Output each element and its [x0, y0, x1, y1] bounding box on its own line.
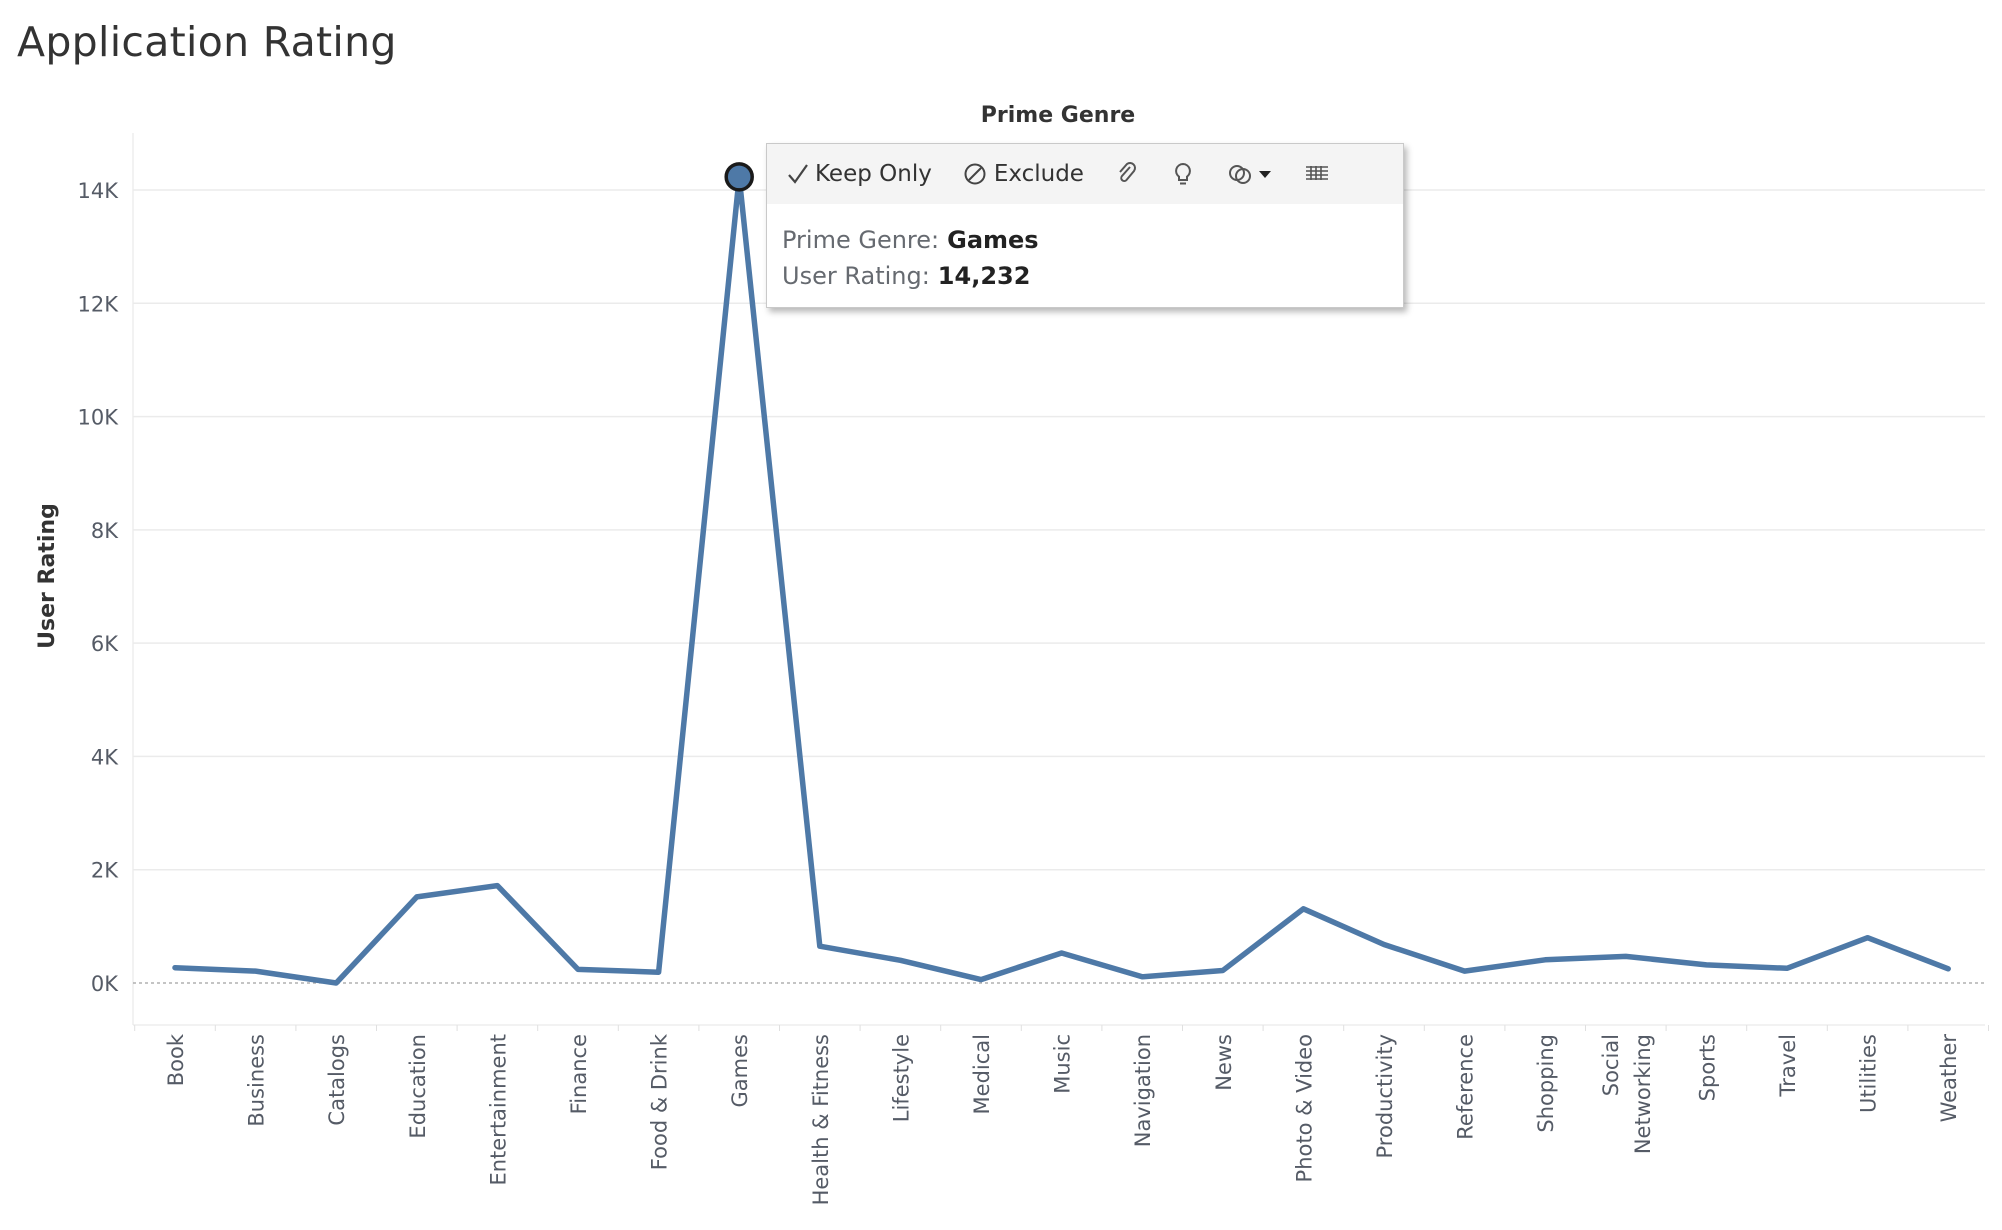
tooltip-rating-label: User Rating:: [782, 262, 930, 290]
x-tick-label: Education: [406, 1034, 430, 1139]
lightbulb-icon: [1170, 161, 1196, 187]
x-tick-label: Health & Fitness: [809, 1034, 833, 1205]
x-tick-label: Food & Drink: [648, 1033, 672, 1170]
x-tick-label: Games: [728, 1034, 752, 1107]
x-tick-label: Catalogs: [325, 1034, 349, 1126]
x-tick-label: Travel: [1776, 1034, 1800, 1097]
y-tick-label: 6K: [91, 632, 119, 656]
x-tick-label: Entertainment: [486, 1034, 510, 1186]
tooltip-row-genre: Prime Genre: Games: [782, 222, 1403, 258]
caret-down-icon: [1256, 165, 1274, 183]
tooltip-body: Prime Genre: Games User Rating: 14,232: [767, 204, 1403, 294]
x-tick-label: Networking: [1631, 1034, 1655, 1154]
x-tick-label: Shopping: [1534, 1034, 1558, 1133]
keep-only-button[interactable]: Keep Only: [785, 161, 932, 187]
x-tick-label: Sports: [1695, 1034, 1719, 1101]
exclude-label: Exclude: [993, 161, 1084, 187]
y-tick-label: 4K: [91, 745, 119, 769]
exclude-button[interactable]: Exclude: [962, 161, 1084, 187]
highlighted-point-games[interactable]: [724, 162, 754, 192]
y-axis: 0K 2K 4K 6K 8K 10K 12K 14K: [78, 179, 120, 996]
group-members-button[interactable]: [1114, 161, 1140, 187]
y-tick-label: 0K: [91, 972, 119, 996]
sets-icon: [1226, 161, 1256, 187]
sets-dropdown-button[interactable]: [1226, 161, 1274, 187]
y-tick-label: 12K: [78, 292, 120, 316]
check-icon: [785, 161, 811, 187]
x-tick-label: Productivity: [1373, 1034, 1397, 1159]
tooltip-toolbar: Keep Only Exclude: [767, 144, 1403, 204]
y-tick-label: 14K: [78, 179, 120, 203]
view-data-icon: [1304, 161, 1330, 187]
x-tick-label: Book: [164, 1033, 188, 1086]
explain-data-button[interactable]: [1170, 161, 1196, 187]
x-tick-label: Finance: [567, 1034, 591, 1114]
series-user-rating: [172, 162, 1951, 986]
x-axis: Book Business Catalogs Education Entertainme…: [134, 1025, 1989, 1205]
y-tick-label: 8K: [91, 519, 119, 543]
x-tick-label: Business: [245, 1034, 269, 1127]
keep-only-label: Keep Only: [815, 161, 932, 187]
y-axis-title: User Rating: [35, 503, 60, 649]
series-line: [172, 174, 1951, 986]
paperclip-icon: [1114, 161, 1140, 187]
y-tick-label: 10K: [78, 406, 120, 430]
x-tick-label: Social: [1599, 1034, 1623, 1096]
x-tick-label: Photo & Video: [1292, 1034, 1316, 1182]
x-tick-label: Utilities: [1857, 1034, 1881, 1113]
x-tick-label: Music: [1051, 1034, 1075, 1094]
view-data-button[interactable]: [1304, 161, 1330, 187]
x-tick-label: News: [1212, 1034, 1236, 1091]
y-tick-label: 2K: [91, 859, 119, 883]
column-header: Prime Genre: [981, 103, 1135, 128]
tooltip-rating-value: 14,232: [937, 262, 1031, 290]
tooltip-genre-label: Prime Genre:: [782, 226, 940, 254]
tooltip: Keep Only Exclude: [766, 143, 1404, 308]
x-tick-label: Lifestyle: [889, 1034, 913, 1122]
x-tick-label: Medical: [970, 1034, 994, 1114]
exclude-icon: [962, 161, 988, 187]
page-title: Application Rating: [17, 18, 397, 66]
x-tick-label: Navigation: [1131, 1034, 1155, 1147]
x-tick-label: Reference: [1454, 1034, 1478, 1140]
tooltip-row-rating: User Rating: 14,232: [782, 258, 1403, 294]
x-tick-label: Weather: [1937, 1034, 1961, 1123]
tooltip-genre-value: Games: [947, 226, 1039, 254]
